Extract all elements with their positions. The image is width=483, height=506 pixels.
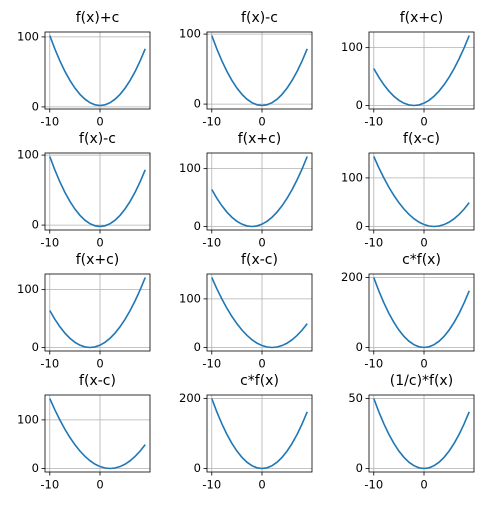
subplot-title: f(x)+c: [76, 10, 120, 26]
subplot-title: f(x+c): [238, 131, 282, 147]
curve: [373, 277, 470, 349]
y-tick-label: 0: [194, 97, 201, 111]
x-tick-label: -10: [40, 357, 59, 371]
curve: [373, 398, 470, 470]
x-tick-label: 0: [420, 236, 427, 250]
subplot-title: f(x)-c: [79, 131, 116, 147]
y-tick-label: 0: [194, 219, 201, 233]
curve: [49, 156, 146, 228]
curve: [211, 277, 308, 349]
axes-frame: [44, 152, 151, 231]
axes-frame: [368, 273, 475, 352]
x-tick-label: 0: [258, 236, 265, 250]
subplot-title: c*f(x): [402, 252, 441, 268]
subplot-title: f(x-c): [403, 131, 440, 147]
axes-frame: [368, 31, 475, 110]
x-tick-label: 0: [258, 478, 265, 492]
x-tick-label: -10: [202, 115, 221, 129]
curve: [373, 156, 470, 228]
y-tick-label: 100: [17, 148, 39, 162]
y-tick-label: 0: [194, 340, 201, 354]
y-tick-label: 200: [341, 270, 363, 284]
y-tick-label: 0: [356, 461, 363, 475]
subplot-title: f(x-c): [241, 252, 278, 268]
x-tick-label: -10: [40, 115, 59, 129]
x-tick-label: 0: [96, 236, 103, 250]
x-tick-label: -10: [202, 357, 221, 371]
y-tick-label: 0: [356, 219, 363, 233]
y-tick-label: 0: [356, 340, 363, 354]
curve: [211, 35, 308, 107]
subplot-title: f(x)-c: [241, 10, 278, 26]
subplot-title: c*f(x): [240, 373, 279, 389]
curve: [49, 277, 146, 349]
x-tick-label: -10: [364, 478, 383, 492]
x-tick-label: 0: [96, 478, 103, 492]
axes-frame: [368, 394, 475, 473]
y-tick-label: 100: [179, 161, 201, 175]
x-tick-label: -10: [40, 236, 59, 250]
axes-frame: [206, 31, 313, 110]
y-tick-label: 0: [356, 98, 363, 112]
subplot-title: (1/c)*f(x): [390, 373, 453, 389]
y-tick-label: 100: [17, 29, 39, 43]
subplot-title: f(x+c): [400, 10, 444, 26]
subplot-title: f(x-c): [79, 373, 116, 389]
curve: [49, 35, 146, 107]
y-tick-label: 0: [32, 218, 39, 232]
curve: [211, 398, 308, 470]
y-tick-label: 50: [348, 391, 363, 405]
x-tick-label: -10: [202, 236, 221, 250]
y-tick-label: 100: [341, 40, 363, 54]
y-tick-label: 0: [32, 340, 39, 354]
axes-frame: [206, 394, 313, 473]
x-tick-label: -10: [364, 357, 383, 371]
y-tick-label: 100: [17, 412, 39, 426]
x-tick-label: 0: [420, 478, 427, 492]
curve: [373, 35, 470, 107]
x-tick-label: -10: [364, 236, 383, 250]
curve: [211, 156, 308, 228]
y-tick-label: 100: [341, 170, 363, 184]
y-tick-label: 100: [179, 291, 201, 305]
x-tick-label: 0: [258, 357, 265, 371]
x-tick-label: 0: [420, 357, 427, 371]
y-tick-label: 200: [179, 391, 201, 405]
y-tick-label: 100: [179, 27, 201, 41]
y-tick-label: 100: [17, 282, 39, 296]
axes-frame: [206, 152, 313, 231]
y-tick-label: 0: [194, 461, 201, 475]
axes-frame: [206, 273, 313, 352]
curve: [49, 398, 146, 470]
x-tick-label: 0: [420, 115, 427, 129]
x-tick-label: -10: [364, 115, 383, 129]
x-tick-label: 0: [96, 357, 103, 371]
axes-frame: [44, 31, 151, 110]
y-tick-label: 0: [32, 99, 39, 113]
axes-frame: [368, 152, 475, 231]
y-tick-label: 0: [32, 461, 39, 475]
subplot-title: f(x+c): [76, 252, 120, 268]
x-tick-label: 0: [96, 115, 103, 129]
x-tick-label: -10: [202, 478, 221, 492]
x-tick-label: -10: [40, 478, 59, 492]
axes-frame: [44, 394, 151, 473]
x-tick-label: 0: [258, 115, 265, 129]
axes-frame: [44, 273, 151, 352]
